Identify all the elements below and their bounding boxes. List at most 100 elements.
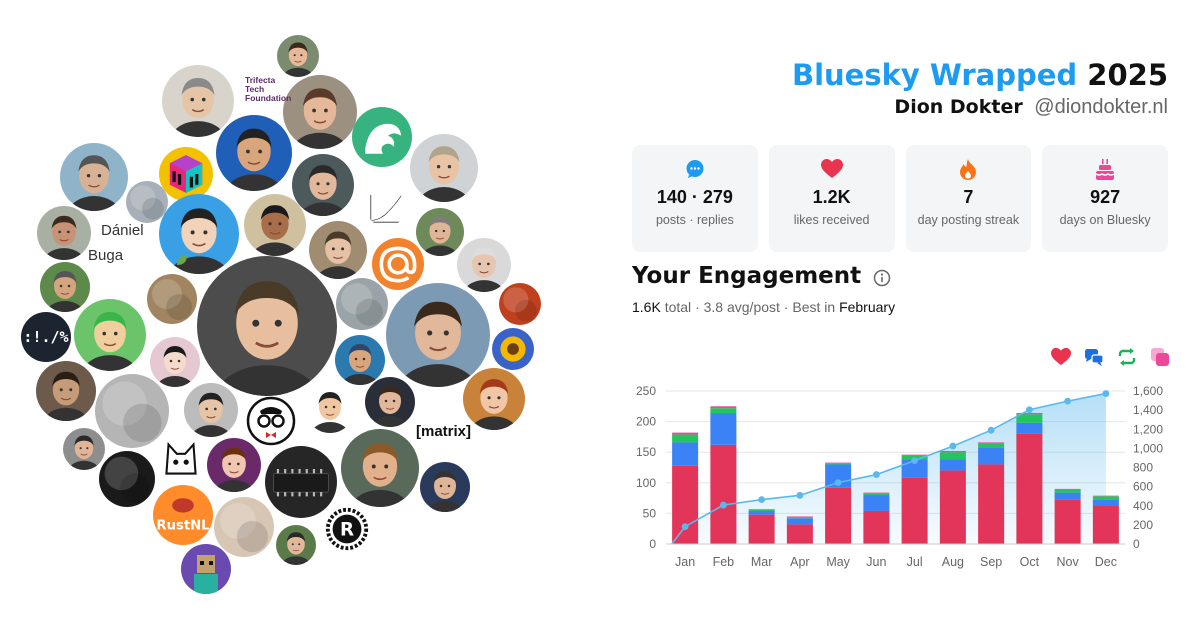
avatar[interactable] xyxy=(292,154,354,216)
bar-segment xyxy=(1092,496,1119,500)
avatar[interactable] xyxy=(335,335,385,385)
avatar[interactable] xyxy=(63,428,105,470)
avatar[interactable] xyxy=(150,337,200,387)
avatar[interactable] xyxy=(463,368,525,430)
bar-segment xyxy=(863,493,890,496)
avatar[interactable] xyxy=(499,283,541,325)
avatar[interactable] xyxy=(246,396,296,446)
cumulative-point xyxy=(872,471,880,478)
heart-icon[interactable] xyxy=(1051,347,1071,367)
avatar[interactable] xyxy=(386,283,490,387)
x-tick-label: Oct xyxy=(1020,555,1040,569)
page-header: Bluesky Wrapped 2025 Dion Dokter @diondo… xyxy=(792,58,1168,120)
avatar[interactable] xyxy=(309,221,367,279)
avatar[interactable] xyxy=(74,299,146,371)
avatar[interactable] xyxy=(184,383,238,437)
avatar[interactable] xyxy=(181,544,231,594)
avatar[interactable]: RustNL xyxy=(153,485,213,545)
cumulative-point xyxy=(987,426,995,434)
avatar[interactable] xyxy=(352,107,412,167)
bar-segment xyxy=(1054,488,1081,490)
user-handle: @diondokter.nl xyxy=(1034,96,1168,118)
cumulative-point xyxy=(1064,397,1072,405)
avatar[interactable] xyxy=(197,256,337,396)
avatar[interactable] xyxy=(366,187,406,227)
cumulative-point xyxy=(1025,406,1033,414)
bar-segment xyxy=(901,454,928,456)
rustnl-text: RustNL xyxy=(156,518,210,533)
trifecta-logo-text: Foundation xyxy=(245,93,292,103)
bar-segment xyxy=(939,459,966,471)
reply-icon[interactable] xyxy=(1084,347,1104,367)
repost-icon[interactable] xyxy=(1117,347,1137,367)
avatar[interactable] xyxy=(147,274,197,324)
bar-segment xyxy=(825,462,852,464)
bar-segment xyxy=(901,477,928,544)
bar-segment xyxy=(672,465,699,544)
bar-segment xyxy=(672,434,699,443)
bar-segment xyxy=(672,442,699,466)
x-tick-label: Nov xyxy=(1057,555,1080,569)
avatar[interactable] xyxy=(244,194,306,256)
avatar[interactable] xyxy=(492,328,534,370)
avatar[interactable] xyxy=(416,208,464,256)
user-line: Dion Dokter @diondokter.nl xyxy=(792,94,1168,120)
bar-segment xyxy=(786,517,813,519)
quote-icon[interactable] xyxy=(1150,347,1170,367)
y-tick-label: 50 xyxy=(643,506,657,520)
bar-segment xyxy=(1054,499,1081,544)
avatar[interactable] xyxy=(40,262,90,312)
avatar[interactable] xyxy=(365,377,415,427)
bar-segment xyxy=(825,487,852,544)
avatar[interactable] xyxy=(99,451,155,507)
avatar[interactable] xyxy=(214,497,274,557)
avatar[interactable] xyxy=(305,383,355,433)
avatar[interactable] xyxy=(159,147,213,201)
avatar[interactable] xyxy=(126,181,168,223)
avatar[interactable] xyxy=(372,238,424,290)
avatar[interactable] xyxy=(336,278,388,330)
info-icon[interactable] xyxy=(873,267,891,287)
stat-card-likes: 1.2K likes received xyxy=(768,145,895,252)
avatar[interactable] xyxy=(457,238,511,292)
best-month: February xyxy=(839,299,896,315)
avatar[interactable] xyxy=(341,429,419,507)
y-tick-label: 250 xyxy=(636,384,656,398)
chart-legend xyxy=(1051,347,1170,367)
cake-icon xyxy=(1042,159,1168,181)
avatar[interactable] xyxy=(420,462,470,512)
avatar[interactable] xyxy=(265,446,337,518)
bar-segment xyxy=(748,509,775,510)
avatar[interactable] xyxy=(410,134,478,202)
total-label: total xyxy=(664,299,692,315)
bar-segment xyxy=(1016,413,1043,415)
avatar[interactable] xyxy=(155,432,207,484)
avatar[interactable] xyxy=(60,143,128,211)
avatar[interactable] xyxy=(36,361,96,421)
bar-segment xyxy=(1092,495,1119,497)
avatar[interactable] xyxy=(216,115,292,191)
avatar[interactable] xyxy=(207,438,261,492)
svg-text:R: R xyxy=(340,520,354,541)
bar-segment xyxy=(901,459,928,478)
bar-segment xyxy=(786,516,813,518)
bar-segment xyxy=(1092,499,1119,506)
avatar[interactable]: :!./% xyxy=(21,312,71,362)
y-tick-label: 150 xyxy=(636,445,656,459)
x-tick-label: Jan xyxy=(675,555,695,569)
avatar[interactable] xyxy=(95,374,169,448)
avatar[interactable] xyxy=(159,194,239,274)
x-tick-label: Apr xyxy=(790,555,809,569)
avatar[interactable]: R xyxy=(323,505,371,553)
x-tick-label: Feb xyxy=(713,555,735,569)
avatar-name-daniel: Dániel xyxy=(101,222,144,239)
avatar[interactable] xyxy=(162,65,234,137)
avatar[interactable] xyxy=(277,35,319,77)
avatar[interactable] xyxy=(37,206,91,260)
cumulative-point xyxy=(681,523,689,530)
bar-segment xyxy=(710,408,737,414)
y2-tick-label: 1,000 xyxy=(1133,441,1163,455)
avatar[interactable] xyxy=(276,525,316,565)
cumulative-point xyxy=(834,479,842,487)
avatar[interactable] xyxy=(283,75,357,149)
